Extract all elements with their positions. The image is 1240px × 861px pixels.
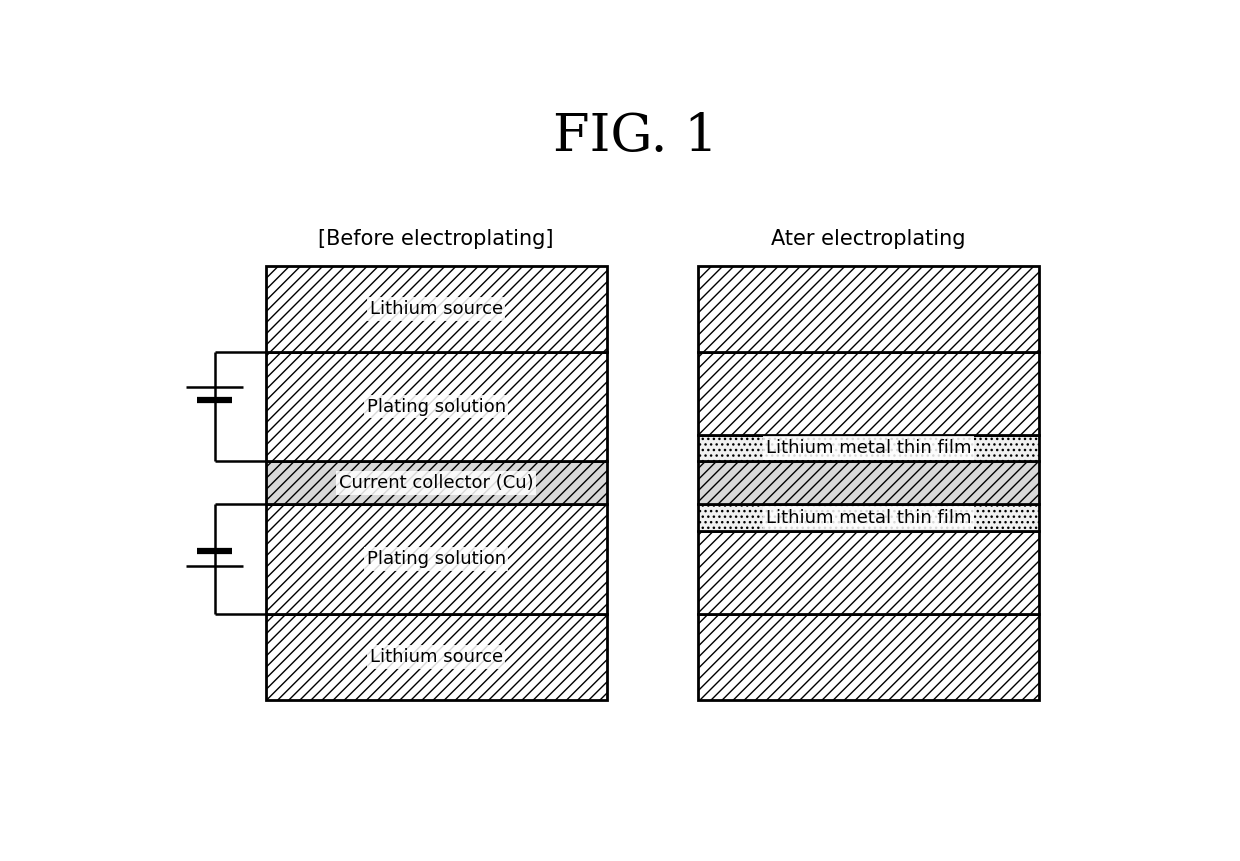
Text: Lithium metal thin film: Lithium metal thin film [766, 439, 971, 457]
Text: FIG. 1: FIG. 1 [553, 111, 718, 162]
Bar [265, 461, 606, 505]
Bar [698, 614, 1039, 700]
Text: Lithium source: Lithium source [370, 647, 502, 666]
Bar [698, 266, 1039, 352]
Bar [698, 505, 1039, 531]
Text: Lithium source: Lithium source [370, 300, 502, 318]
Text: Ater electroplating: Ater electroplating [771, 229, 966, 249]
Bar [265, 614, 606, 700]
Bar [698, 352, 1039, 435]
Text: Plating solution: Plating solution [367, 550, 506, 568]
Bar [265, 352, 606, 461]
Text: [Before electroplating]: [Before electroplating] [319, 229, 554, 249]
Bar [265, 266, 606, 352]
Text: Current collector (Cu): Current collector (Cu) [339, 474, 533, 492]
Text: Lithium metal thin film: Lithium metal thin film [766, 509, 971, 527]
Bar [698, 531, 1039, 614]
Bar [265, 505, 606, 614]
Bar [698, 435, 1039, 461]
Bar [698, 461, 1039, 505]
Text: Plating solution: Plating solution [367, 398, 506, 416]
